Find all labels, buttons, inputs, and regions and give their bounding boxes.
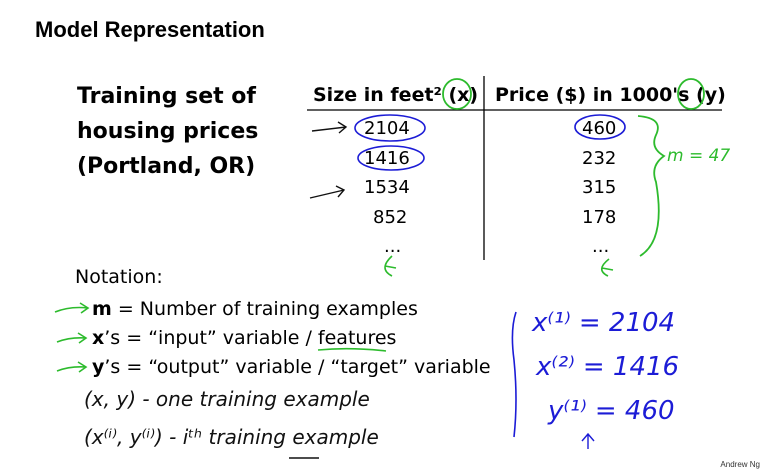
column-header-price: Price ($) in 1000's (y)	[495, 84, 726, 106]
notation-heading: Notation:	[75, 266, 163, 288]
training-set-heading-line-2: housing prices	[77, 119, 259, 144]
x-circle-icon	[442, 78, 472, 110]
table-cell-size: 852	[373, 207, 408, 228]
training-set-heading-line-3: (Portland, OR)	[77, 154, 256, 179]
training-set-heading-line-1: Training set of	[77, 84, 256, 109]
table-cell-size: 2104	[364, 118, 410, 139]
value-circle-icon	[357, 145, 425, 171]
up-arrow-icon	[384, 255, 397, 277]
brace-icon	[637, 115, 666, 257]
table-cell-price: 460	[582, 118, 617, 139]
notation-item-y: y’s = “output” variable / “target” varia…	[92, 356, 491, 378]
notation-symbol: x	[92, 327, 105, 349]
notation-symbol: m	[92, 298, 112, 320]
handwritten-one-example: (x, y) - one training example	[84, 387, 370, 411]
table-cell-price: 315	[582, 177, 617, 198]
notation-symbol: y	[92, 356, 105, 378]
column-header-size: Size in feet² (x)	[313, 84, 479, 106]
up-arrow-icon	[600, 258, 614, 277]
notation-text: ’s = “output” variable / “target” variab…	[104, 356, 491, 378]
table-cell-price: ...	[592, 236, 610, 257]
handwritten-y1-equation: y⁽¹⁾ = 460	[548, 396, 675, 426]
arrow-icon	[311, 121, 348, 134]
notation-arrow-icon	[54, 302, 90, 314]
table-cell-size: ...	[384, 236, 402, 257]
notation-item-m: m = Number of training examples	[92, 298, 418, 320]
page-title: Model Representation	[35, 17, 265, 42]
value-circle-icon	[574, 114, 626, 140]
table-cell-size: 1416	[364, 148, 410, 169]
notation-text: ’s = “input” variable / features	[104, 327, 397, 349]
notation-text: = Number of training examples	[111, 298, 418, 320]
arrow-icon	[309, 185, 346, 199]
value-circle-icon	[354, 114, 426, 142]
y-circle-icon	[677, 78, 705, 110]
features-underline	[317, 347, 387, 352]
m-count-annotation: m = 47	[667, 146, 731, 166]
notation-item-x: x’s = “input” variable / features	[92, 327, 396, 349]
handwritten-x1-equation: x⁽¹⁾ = 2104	[532, 308, 676, 338]
notation-arrow-icon	[56, 361, 88, 373]
footer-credit: Andrew Ng	[720, 460, 760, 469]
caret-icon	[581, 432, 595, 449]
handwritten-x2-equation: x⁽²⁾ = 1416	[536, 352, 680, 382]
table-cell-price: 232	[582, 148, 617, 169]
equations-bracket	[511, 311, 517, 438]
table-cell-size: 1534	[364, 177, 410, 198]
table-cell-price: 178	[582, 207, 617, 228]
notation-arrow-icon	[56, 332, 88, 344]
handwritten-ith-example: (x⁽ⁱ⁾, y⁽ⁱ⁾) - iᵗʰ training example	[84, 425, 379, 449]
